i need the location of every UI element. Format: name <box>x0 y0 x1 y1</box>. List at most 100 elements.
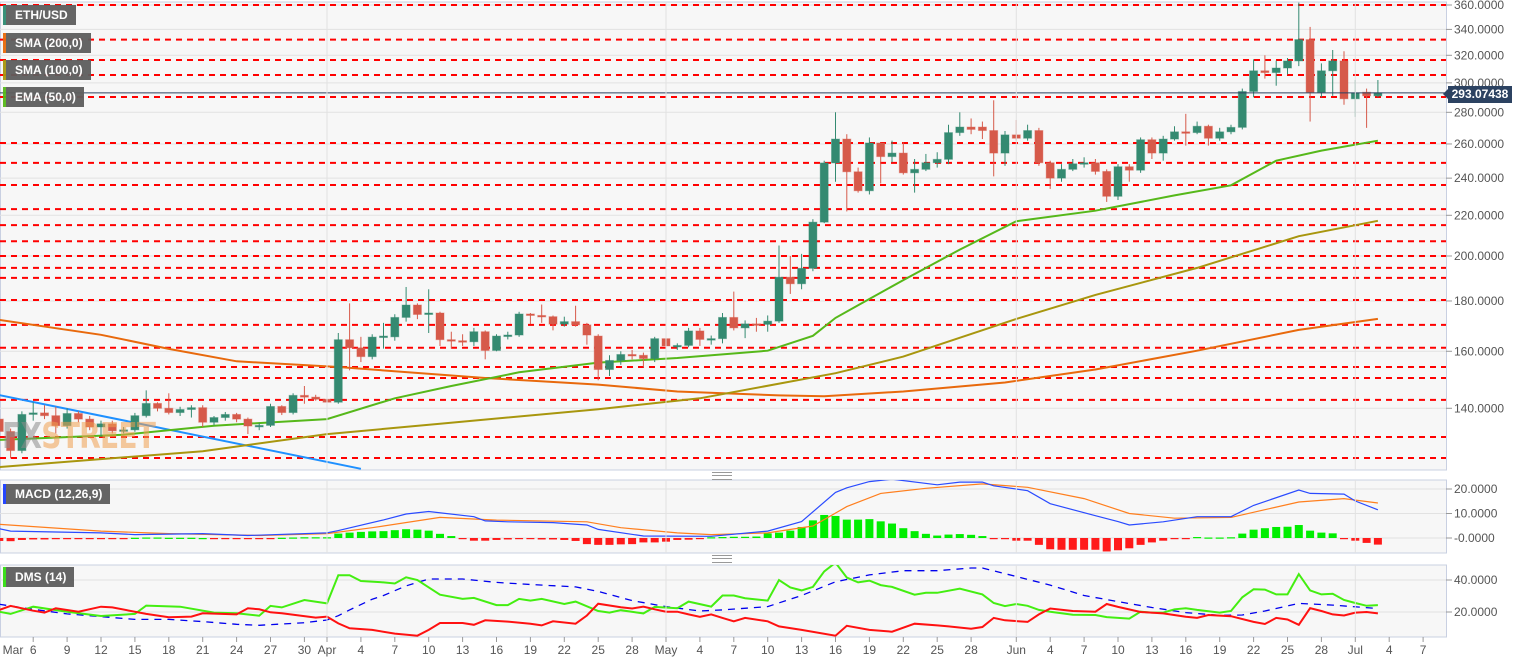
macd-histogram-bar <box>436 533 444 538</box>
macd-histogram-bar <box>1193 537 1202 539</box>
macd-histogram-bar <box>560 538 569 540</box>
candle-body <box>390 316 400 338</box>
x-tick-label: 7 <box>391 643 398 657</box>
y-tick-label: 260.0000 <box>1454 137 1504 151</box>
last-price-tag: 293.07438 <box>1443 86 1512 103</box>
candle-body <box>514 313 524 336</box>
candle-body <box>446 339 456 342</box>
candle-body <box>966 126 976 130</box>
macd-histogram-bar <box>1272 526 1281 538</box>
legend-ema-50[interactable]: EMA (50,0) <box>3 87 84 107</box>
macd-histogram-bar <box>1046 538 1055 550</box>
candle <box>28 402 38 421</box>
candle-body <box>40 412 49 417</box>
candle <box>1271 60 1281 86</box>
macd-histogram-bar <box>1227 537 1235 539</box>
x-tick-label: Mar <box>3 643 24 657</box>
candle-body <box>1294 39 1304 62</box>
macd-histogram-bar <box>311 537 320 539</box>
candle <box>695 327 705 346</box>
x-tick-label: 13 <box>795 643 809 657</box>
macd-histogram-bar <box>481 538 490 541</box>
candle-body <box>706 338 716 341</box>
candle-body <box>932 158 942 164</box>
candle-body <box>480 331 490 351</box>
y-tick-label: 160.0000 <box>1454 344 1504 358</box>
macd-histogram-bar <box>108 538 117 540</box>
macd-histogram-bar <box>616 538 625 545</box>
y-tick-label: 180.0000 <box>1454 294 1504 308</box>
candle-body <box>763 320 773 325</box>
x-tick-label: 10 <box>422 643 436 657</box>
macd-histogram-bar <box>955 534 964 538</box>
candle <box>582 322 592 345</box>
x-tick-label: 28 <box>964 643 978 657</box>
macd-histogram-bar <box>447 536 456 538</box>
candle <box>367 334 377 360</box>
legend-sma-200[interactable]: SMA (200,0) <box>3 33 91 53</box>
legend-macd[interactable]: MACD (12,26,9) <box>3 484 111 504</box>
macd-histogram-bar <box>775 532 783 538</box>
macd-histogram-bar <box>1306 530 1315 538</box>
candle <box>921 153 931 172</box>
legend-dms[interactable]: DMS (14) <box>3 567 75 587</box>
candle-body <box>989 130 999 154</box>
macd-histogram-bar <box>718 537 727 539</box>
candle-body <box>955 126 965 134</box>
candle-body <box>311 396 321 400</box>
panel-resize-handle[interactable] <box>712 472 732 480</box>
legend-eth-usd[interactable]: ETH/USD <box>3 5 76 25</box>
candle <box>299 386 309 404</box>
macd-histogram-bar <box>967 534 976 538</box>
candle <box>774 245 784 323</box>
candle-body <box>1226 126 1236 133</box>
candle-body <box>1237 90 1247 128</box>
candle-body <box>977 126 987 132</box>
trendline <box>0 394 362 470</box>
candle-body <box>141 402 151 417</box>
macd-histogram-bar <box>1147 538 1156 543</box>
candle-body <box>254 424 264 428</box>
candle <box>175 406 185 416</box>
macd-histogram-bar <box>515 538 524 540</box>
candle <box>718 313 727 344</box>
x-tick-label: 16 <box>1179 643 1193 657</box>
candle-body <box>1079 162 1089 165</box>
macd-histogram-bar <box>537 538 546 540</box>
candle <box>1237 88 1247 130</box>
macd-histogram-bar <box>695 538 704 540</box>
candle-body <box>1328 60 1338 72</box>
candle-body <box>774 276 784 322</box>
candle <box>0 418 4 432</box>
candle <box>1328 49 1338 96</box>
candle <box>1362 88 1372 128</box>
candle <box>1090 158 1100 175</box>
macd-histogram-bar <box>1373 538 1382 545</box>
macd-histogram-bar <box>119 538 128 540</box>
macd-histogram-bar <box>176 537 185 539</box>
macd-histogram-bar <box>582 538 591 545</box>
candle-body <box>243 418 253 427</box>
macd-histogram-bar <box>797 526 806 538</box>
macd-histogram-bar <box>1204 537 1213 539</box>
macd-histogram-bar <box>40 538 49 540</box>
candle-body <box>1271 67 1281 74</box>
macd-histogram-bar <box>390 530 399 538</box>
candle-body <box>175 409 185 414</box>
candle-body <box>119 429 129 432</box>
macd-histogram-bar <box>345 532 354 538</box>
panel-resize-handle[interactable] <box>712 555 732 563</box>
candle <box>1023 124 1033 141</box>
candle-body <box>797 267 807 285</box>
x-tick-label: 18 <box>162 643 176 657</box>
candle-body <box>1090 162 1100 172</box>
macd-signal-line <box>0 483 1378 537</box>
macd-histogram-bar <box>97 538 105 540</box>
candle <box>243 417 253 435</box>
macd-histogram-bar <box>571 538 580 541</box>
candle-body <box>458 340 468 343</box>
legend-sma-100[interactable]: SMA (100,0) <box>3 60 91 80</box>
candle-body <box>1068 163 1078 170</box>
y-tick-label: 280.0000 <box>1454 105 1504 119</box>
